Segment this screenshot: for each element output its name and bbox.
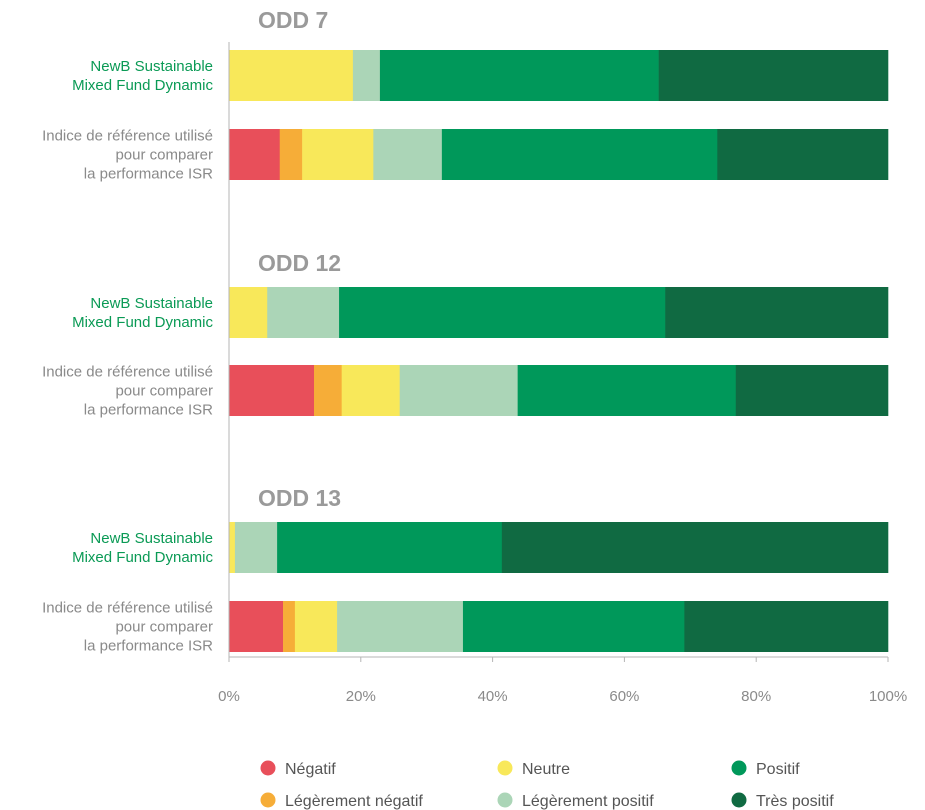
- bar-segment: [352, 50, 381, 101]
- bar-segment: [283, 601, 296, 652]
- legend-swatch: [731, 760, 747, 776]
- bar-segment: [717, 129, 889, 180]
- bar-segment: [314, 365, 342, 416]
- legend-swatch: [260, 760, 276, 776]
- legend-label: Positif: [756, 761, 800, 778]
- bar-segment: [373, 129, 443, 180]
- bar-segment: [341, 365, 400, 416]
- row-label-fund: NewB Sustainable: [90, 58, 213, 75]
- row-label-reference: Indice de référence utilisé: [42, 128, 213, 145]
- legend-swatch: [497, 760, 513, 776]
- x-tick-label: 20%: [346, 688, 376, 705]
- legend-swatch: [260, 792, 276, 808]
- bar-segment: [462, 601, 685, 652]
- row-label-reference: pour comparer: [115, 147, 213, 164]
- legend-label: Légèrement négatif: [285, 793, 423, 810]
- row-label-reference: la performance ISR: [84, 166, 213, 183]
- bar-segment: [302, 129, 374, 180]
- bar-segment: [277, 522, 503, 573]
- bar-segment: [294, 601, 338, 652]
- x-tick-label: 80%: [741, 688, 771, 705]
- group-title: ODD 13: [258, 485, 341, 511]
- row-label-reference: Indice de référence utilisé: [42, 364, 213, 381]
- row-label-fund: Mixed Fund Dynamic: [72, 314, 213, 331]
- legend-label: Très positif: [756, 793, 834, 810]
- x-tick-label: 60%: [609, 688, 639, 705]
- legend-label: Neutre: [522, 761, 570, 778]
- legend-swatch: [731, 792, 747, 808]
- group-title: ODD 7: [258, 7, 328, 33]
- row-label-fund: Mixed Fund Dynamic: [72, 77, 213, 94]
- bar-segment: [229, 287, 268, 338]
- bar-segment: [517, 365, 737, 416]
- bar-segment: [229, 601, 284, 652]
- row-label-reference: Indice de référence utilisé: [42, 600, 213, 617]
- bar-segment: [441, 129, 718, 180]
- legend-label: Légèrement positif: [522, 793, 654, 810]
- bar-segment: [229, 522, 236, 573]
- x-tick-label: 40%: [478, 688, 508, 705]
- bar-segment: [665, 287, 889, 338]
- row-label-reference: pour comparer: [115, 383, 213, 400]
- x-tick-label: 0%: [218, 688, 240, 705]
- bar-segment: [337, 601, 464, 652]
- bar-segment: [735, 365, 889, 416]
- bar-segment: [267, 287, 340, 338]
- row-label-reference: pour comparer: [115, 619, 213, 636]
- group-title: ODD 12: [258, 250, 341, 276]
- bar-segment: [501, 522, 889, 573]
- bar-segment: [684, 601, 889, 652]
- bar-segment: [229, 50, 354, 101]
- bar-segment: [279, 129, 303, 180]
- bar-segment: [339, 287, 666, 338]
- row-label-fund: NewB Sustainable: [90, 295, 213, 312]
- bar-segment: [379, 50, 659, 101]
- x-tick-label: 100%: [869, 688, 907, 705]
- legend-label: Négatif: [285, 761, 336, 778]
- bar-segment: [658, 50, 889, 101]
- bar-segment: [234, 522, 278, 573]
- bar-segment: [229, 129, 281, 180]
- row-label-reference: la performance ISR: [84, 402, 213, 419]
- bar-segment: [399, 365, 518, 416]
- row-label-fund: Mixed Fund Dynamic: [72, 549, 213, 566]
- row-label-reference: la performance ISR: [84, 638, 213, 655]
- row-label-fund: NewB Sustainable: [90, 530, 213, 547]
- legend-swatch: [497, 792, 513, 808]
- bar-segment: [229, 365, 315, 416]
